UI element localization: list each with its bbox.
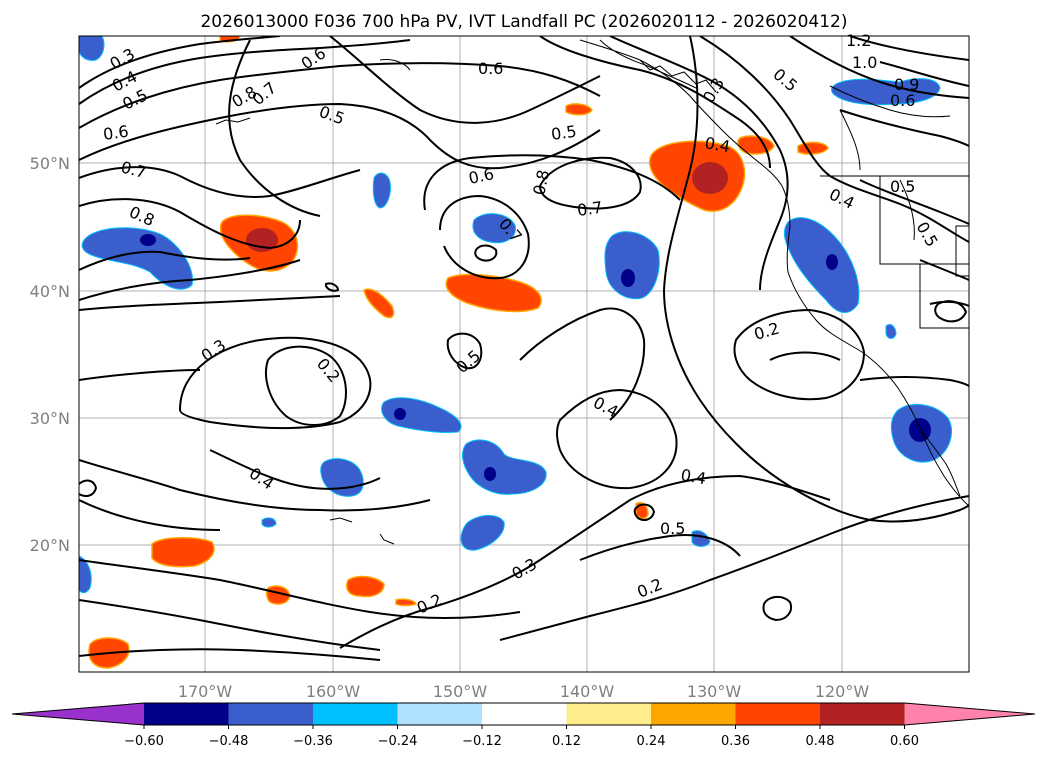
neg-blob-1 — [81, 227, 194, 290]
pos-blob-2 — [445, 273, 542, 313]
colorbar-ticks — [143, 725, 905, 729]
contour-label: 0.5 — [550, 122, 578, 144]
lon-tick-label: 140°W — [560, 682, 615, 701]
lat-tick-label: 30°N — [30, 409, 70, 428]
colorbar-extend-high — [904, 703, 1035, 725]
gridlines — [79, 36, 969, 672]
colorbar-tick-label: 0.36 — [721, 734, 750, 749]
lat-tick-label: 20°N — [30, 536, 70, 555]
colorbar-bin — [313, 703, 398, 725]
neg-blob-16 — [261, 517, 277, 528]
contour-label: 0.6 — [102, 122, 130, 144]
pv-contours — [79, 36, 969, 661]
contour-label: 0.6 — [478, 59, 503, 78]
contour-label: 0.6 — [467, 164, 496, 188]
neg-blob-15 — [885, 323, 897, 339]
colorbar-bin — [735, 703, 820, 725]
neg-blob-4 — [783, 217, 860, 313]
pos-blob-4 — [151, 537, 215, 568]
map-panel — [78, 35, 970, 673]
longitude-tick-labels: 170°W 160°W 150°W 140°W 130°W 120°W — [178, 682, 870, 701]
colorbar-tick-label: −0.12 — [462, 734, 502, 749]
lon-tick-label: 160°W — [306, 682, 361, 701]
neg-core-1 — [140, 234, 156, 246]
colorbar-bin — [482, 703, 567, 725]
pos-blob-8 — [363, 288, 395, 319]
contour-label: 0.5 — [890, 177, 915, 196]
map-title: 2026013000 F036 700 hPa PV, IVT Landfall… — [200, 12, 847, 32]
neg-core-4 — [826, 254, 838, 270]
colorbar-tick-label: 0.48 — [806, 734, 835, 749]
contour-label: 1.2 — [846, 31, 871, 50]
neg-core-6 — [484, 467, 496, 481]
neg-blob-8 — [460, 515, 505, 551]
colorbar-tick-label: 0.60 — [890, 734, 919, 749]
latitude-tick-labels: 50°N 40°N 30°N 20°N — [30, 154, 70, 555]
colorbar: −0.60 −0.48 −0.36 −0.24 −0.12 0.12 0.24 … — [11, 702, 1036, 749]
map-frame — [78, 35, 970, 673]
pos-blob-12 — [797, 141, 829, 155]
contour-label: 0.9 — [894, 75, 919, 94]
lon-tick-label: 170°W — [178, 682, 233, 701]
neg-blob-12 — [79, 36, 105, 61]
pos-core-3 — [692, 162, 728, 194]
contour-label: 0.5 — [660, 519, 685, 538]
negative-anomaly-regions — [79, 36, 952, 594]
colorbar-tick-label: −0.48 — [209, 734, 249, 749]
colorbar-tick-label: −0.60 — [124, 734, 164, 749]
lon-tick-label: 130°W — [687, 682, 742, 701]
lon-tick-label: 120°W — [815, 682, 870, 701]
contour-labels: 0.3 0.4 0.5 0.6 0.7 0.8 0.8 0.7 0.6 0.5 … — [102, 31, 942, 618]
pos-blob-6 — [346, 575, 385, 598]
lat-tick-label: 40°N — [30, 282, 70, 301]
coastlines — [215, 39, 969, 545]
lon-tick-label: 150°W — [433, 682, 488, 701]
lat-tick-label: 50°N — [30, 154, 70, 173]
neg-blob-2 — [472, 213, 516, 244]
colorbar-bin — [651, 703, 736, 725]
neg-blob-10 — [831, 78, 941, 106]
neg-core-3 — [621, 269, 635, 287]
neg-blob-6 — [462, 439, 547, 495]
neg-core-5 — [394, 408, 406, 420]
contour-label: 0.6 — [890, 91, 915, 110]
contour-label: 0.7 — [576, 198, 604, 220]
colorbar-bin — [820, 703, 905, 725]
contour-label: 0.4 — [679, 465, 707, 488]
colorbar-tick-label: −0.36 — [293, 734, 333, 749]
colorbar-bin — [566, 703, 651, 725]
colorbar-bin — [397, 703, 482, 725]
neg-blob-11 — [372, 172, 391, 209]
contour-label: 0.8 — [529, 168, 553, 197]
colorbar-tick-label: −0.24 — [378, 734, 418, 749]
colorbar-extend-low — [12, 703, 144, 725]
neg-blob-13 — [79, 555, 92, 594]
colorbar-bin — [144, 703, 229, 725]
colorbar-bin — [228, 703, 313, 725]
contour-label: 0.4 — [703, 133, 731, 156]
contour-label: 1.0 — [852, 53, 877, 72]
pos-blob-9 — [565, 103, 593, 116]
colorbar-tick-label: 0.12 — [552, 734, 581, 749]
pos-blob-13 — [395, 598, 418, 607]
neg-blob-3 — [604, 231, 660, 300]
neg-blob-5 — [381, 397, 462, 433]
colorbar-tick-label: 0.24 — [637, 734, 666, 749]
positive-anomaly-regions — [88, 36, 829, 669]
